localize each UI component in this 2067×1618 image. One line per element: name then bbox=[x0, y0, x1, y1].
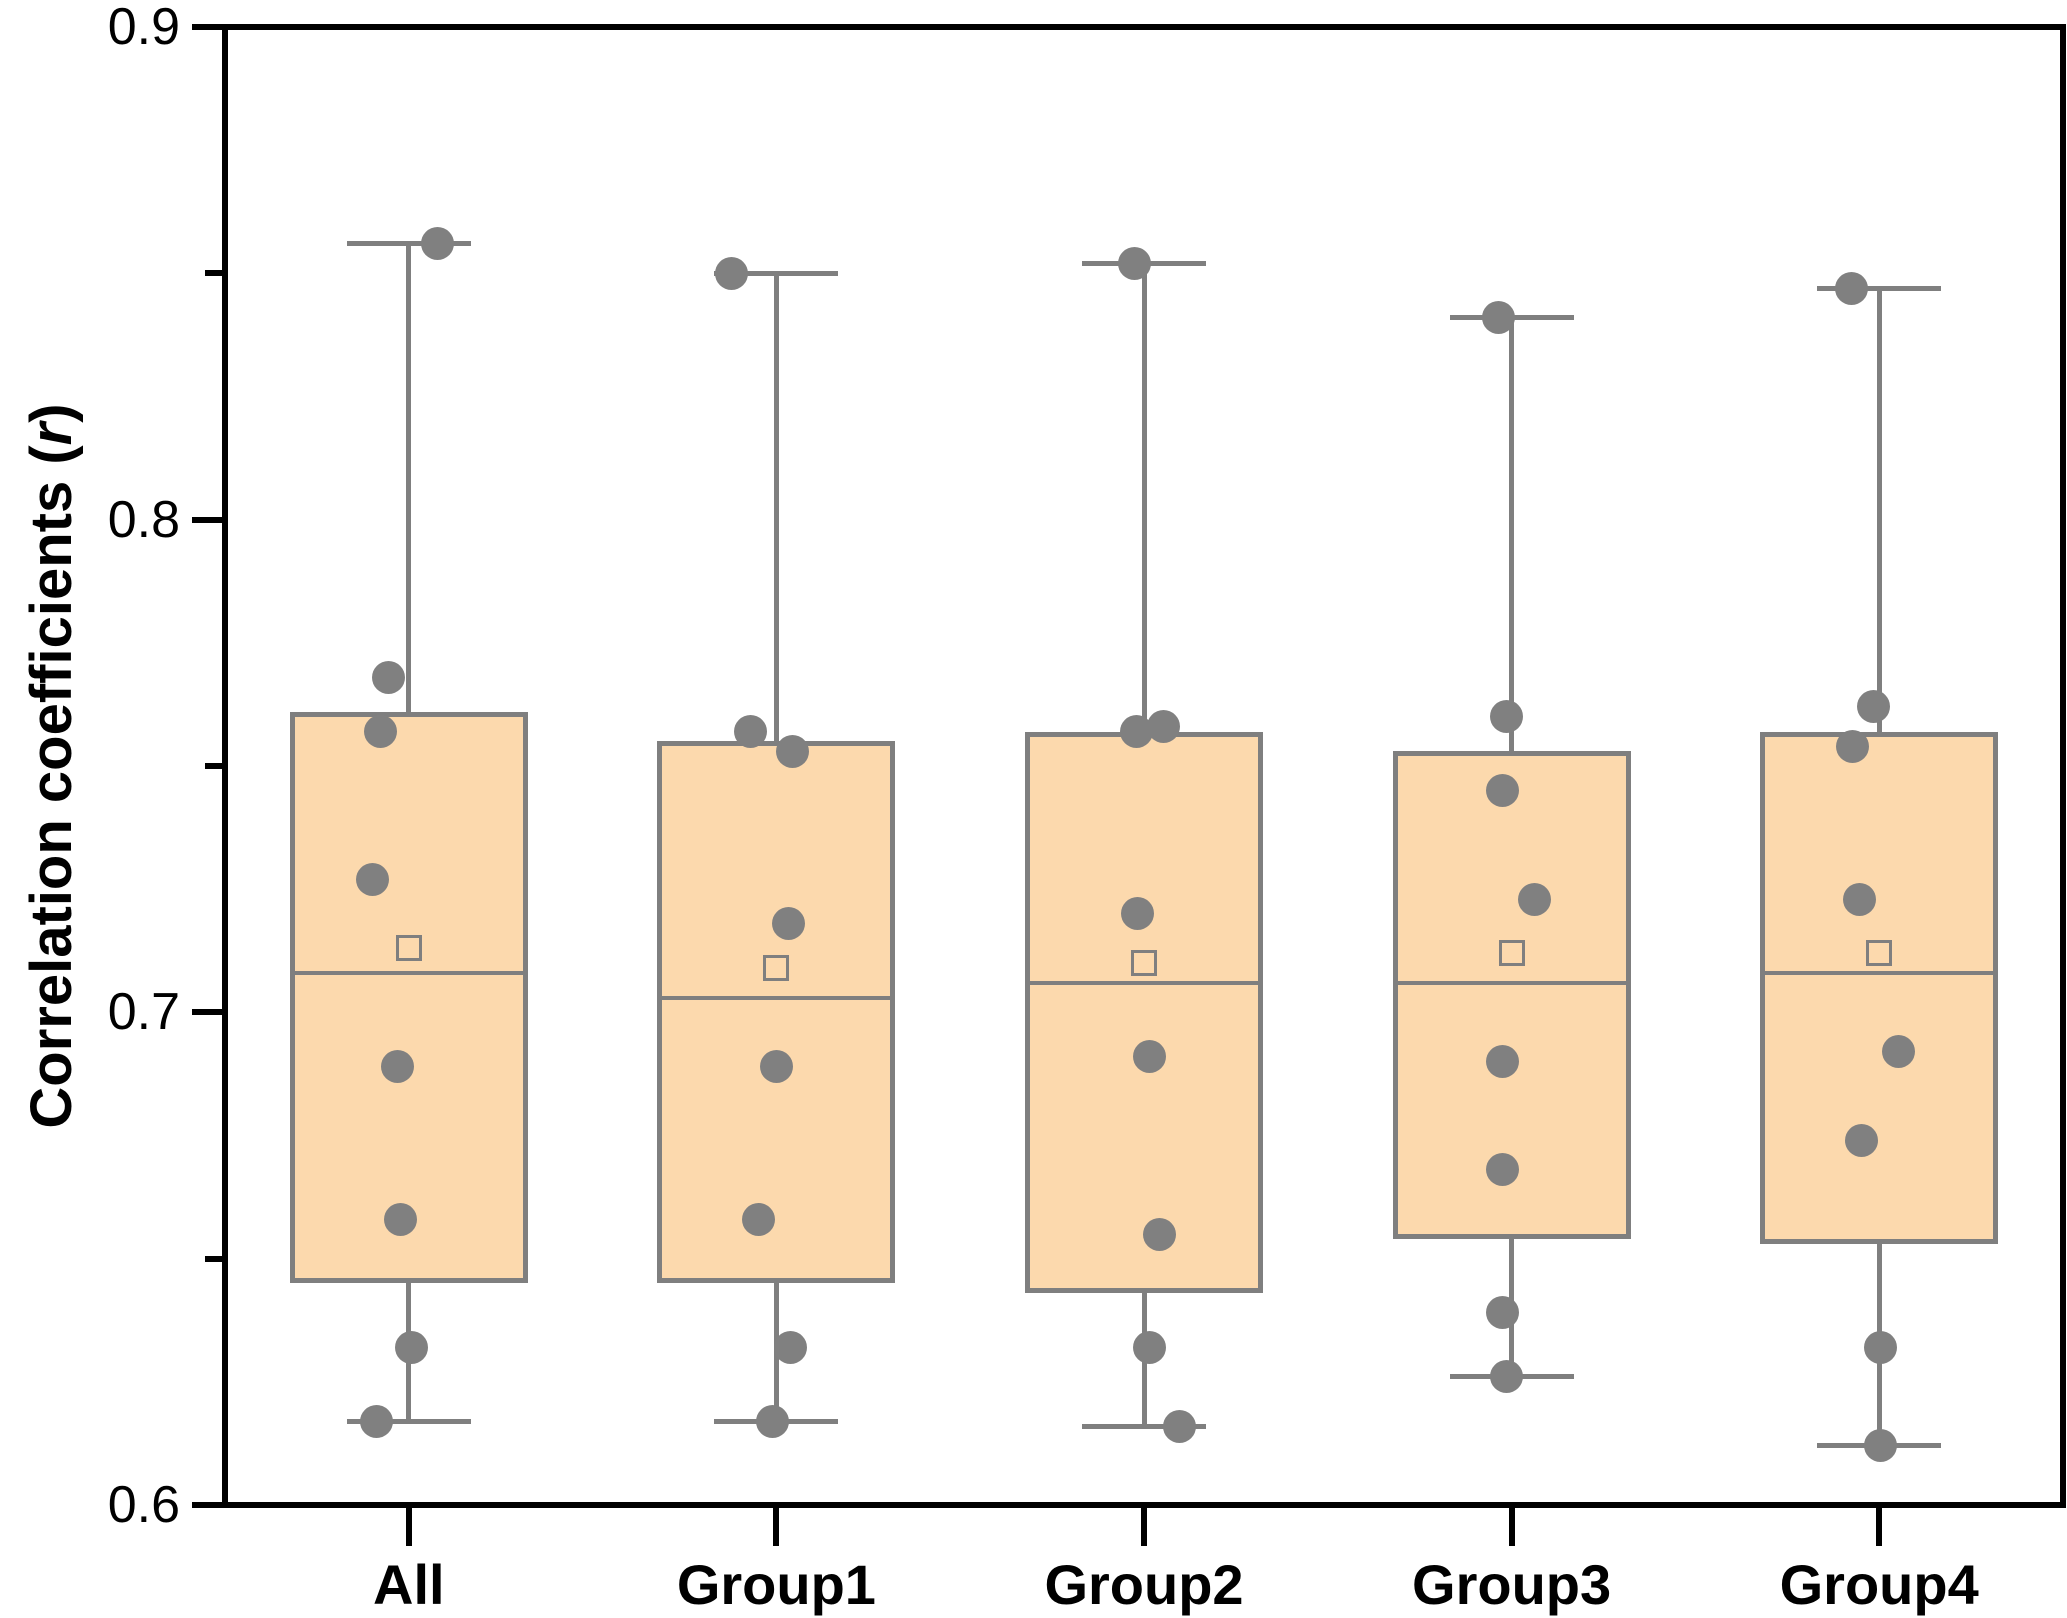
whisker-cap-bottom bbox=[346, 1418, 471, 1424]
x-tick bbox=[1141, 1508, 1147, 1546]
y-tick-minor bbox=[205, 270, 222, 277]
x-tick-label: Group2 bbox=[1044, 1553, 1244, 1616]
median-line bbox=[289, 970, 528, 975]
data-point bbox=[1120, 897, 1154, 931]
y-axis-title-italic-r: r bbox=[19, 422, 84, 446]
data-point bbox=[1486, 1153, 1520, 1187]
mean-marker bbox=[763, 954, 790, 981]
data-point bbox=[381, 1050, 415, 1084]
data-point bbox=[1486, 1296, 1520, 1330]
data-point bbox=[1844, 1123, 1878, 1157]
y-tick-major bbox=[192, 1502, 222, 1508]
data-point bbox=[1881, 1035, 1915, 1069]
data-point bbox=[364, 715, 398, 748]
data-point bbox=[1119, 715, 1153, 748]
data-point bbox=[1132, 1330, 1166, 1364]
median-line bbox=[1025, 980, 1263, 985]
x-tick-label: All bbox=[373, 1553, 445, 1616]
data-point bbox=[1842, 882, 1876, 916]
data-point bbox=[1834, 271, 1868, 305]
data-point bbox=[1482, 301, 1516, 335]
x-tick-label: Group4 bbox=[1779, 1553, 1979, 1616]
data-point bbox=[1835, 729, 1869, 763]
data-point bbox=[1486, 1045, 1520, 1079]
box bbox=[657, 741, 896, 1284]
mean-marker bbox=[1498, 940, 1525, 967]
x-tick bbox=[1876, 1508, 1883, 1546]
mean-marker bbox=[1131, 950, 1157, 977]
y-axis-title: Correlation coefficients (r) bbox=[16, 16, 88, 1516]
data-point bbox=[1132, 1040, 1166, 1074]
y-tick-major bbox=[192, 1009, 222, 1016]
y-tick-label: 0.7 bbox=[107, 983, 180, 1042]
y-tick-major bbox=[192, 516, 222, 523]
y-axis-title-close-paren: ) bbox=[19, 403, 84, 423]
data-point bbox=[1518, 882, 1552, 916]
data-point bbox=[356, 862, 390, 896]
mean-marker bbox=[1866, 940, 1893, 967]
y-tick-label: 0.9 bbox=[107, 0, 180, 56]
data-point bbox=[714, 256, 748, 290]
whisker-cap-top bbox=[1817, 285, 1942, 291]
box bbox=[1025, 731, 1263, 1294]
data-point bbox=[775, 734, 809, 768]
y-tick-label: 0.8 bbox=[107, 490, 180, 549]
data-point bbox=[759, 1050, 793, 1084]
y-tick-major bbox=[192, 24, 222, 30]
median-line bbox=[1760, 970, 1999, 975]
plot-frame bbox=[222, 24, 2066, 1508]
data-point bbox=[360, 1404, 394, 1438]
data-point bbox=[395, 1330, 429, 1364]
x-tick bbox=[1508, 1508, 1515, 1546]
data-point bbox=[1142, 1217, 1176, 1251]
data-point bbox=[384, 1202, 418, 1236]
x-tick bbox=[405, 1508, 412, 1546]
x-tick-label: Group3 bbox=[1412, 1553, 1612, 1616]
whisker-cap-bottom bbox=[1082, 1423, 1206, 1429]
data-point bbox=[1490, 700, 1524, 734]
data-point bbox=[773, 1330, 807, 1364]
data-point bbox=[1863, 1429, 1897, 1463]
y-tick-minor bbox=[205, 763, 222, 769]
data-point bbox=[1162, 1409, 1196, 1443]
box bbox=[1760, 731, 1999, 1244]
data-point bbox=[1117, 246, 1151, 280]
y-tick-minor bbox=[205, 1255, 222, 1262]
x-tick-label: Group1 bbox=[676, 1553, 876, 1616]
data-point bbox=[733, 715, 767, 748]
data-point bbox=[1486, 774, 1520, 808]
data-point bbox=[421, 227, 455, 261]
data-point bbox=[755, 1404, 789, 1438]
median-line bbox=[1392, 980, 1631, 985]
data-point bbox=[771, 907, 805, 941]
whisker-cap-top bbox=[346, 241, 471, 247]
data-point bbox=[1490, 1360, 1524, 1394]
data-point bbox=[1863, 1330, 1897, 1364]
data-point bbox=[1856, 690, 1890, 724]
x-tick bbox=[773, 1508, 780, 1546]
box bbox=[289, 711, 528, 1284]
data-point bbox=[372, 660, 406, 694]
median-line bbox=[657, 995, 896, 1000]
data-point bbox=[741, 1202, 775, 1236]
y-tick-label: 0.6 bbox=[107, 1476, 180, 1534]
whisker-cap-top bbox=[714, 270, 839, 276]
mean-marker bbox=[395, 935, 422, 962]
